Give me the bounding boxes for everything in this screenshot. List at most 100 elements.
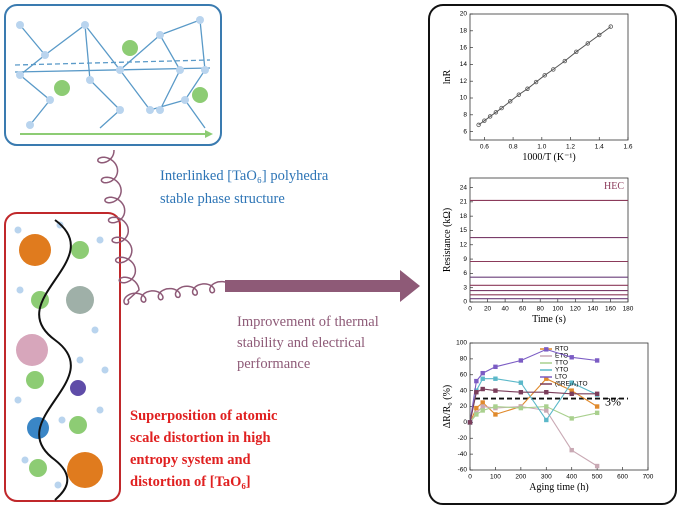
x-tick-label: 1.2: [566, 144, 575, 151]
legend-label: YTO: [555, 367, 568, 374]
y-tick-label: 20: [460, 403, 468, 410]
coil-connector: [97, 149, 232, 306]
point: [474, 405, 479, 411]
point: [467, 420, 473, 425]
y-tick-label: 40: [460, 387, 468, 394]
point: [544, 376, 549, 381]
point: [569, 391, 574, 396]
y-tick-label: 0: [463, 419, 467, 426]
x-tick-label: 0.6: [480, 144, 489, 151]
x-tick-label: 60: [519, 306, 527, 313]
y-tick-label: 12: [460, 241, 468, 248]
caption-line: Interlinked [TaO₆] polyhedra: [160, 168, 329, 184]
point: [569, 447, 574, 453]
point: [493, 388, 498, 393]
arrow: [225, 270, 420, 302]
x-tick-label: 1.0: [537, 144, 546, 151]
caption-line: scale distortion in high: [130, 430, 271, 446]
x-tick-label: 1.6: [623, 144, 632, 151]
x-tick-label: 1.4: [595, 144, 604, 151]
x-tick-label: 200: [515, 474, 526, 481]
point: [544, 390, 549, 395]
point: [518, 405, 524, 411]
point: [608, 24, 613, 29]
point: [516, 92, 522, 97]
x-tick-label: 100: [490, 474, 501, 481]
y-axis-label: Resistance (kΩ): [442, 208, 453, 272]
x-tick-label: 600: [617, 474, 628, 481]
y-tick-label: 12: [460, 78, 468, 85]
y-tick-label: 3: [463, 284, 467, 291]
y-tick-label: 6: [463, 270, 467, 277]
caption-line: stable phase structure: [160, 191, 285, 207]
y-tick-label: 14: [460, 61, 468, 68]
y-tick-label: 18: [460, 213, 468, 220]
annotation: 3%: [605, 395, 621, 409]
caption-line: Improvement of thermal: [237, 314, 379, 330]
legend-label: (5RE₁/₅)TO: [555, 381, 588, 388]
charts: 0.6 0.8 1.0 1.2 1.4 1.6 6 8 10 12 14 16 18 20 1000/T (…: [442, 11, 654, 493]
point: [508, 99, 513, 104]
x-tick-label: 500: [592, 474, 603, 481]
point: [544, 347, 549, 352]
point: [594, 391, 600, 396]
point: [594, 463, 600, 469]
legend-label: ETO: [555, 353, 568, 360]
point: [544, 417, 549, 423]
point: [585, 41, 590, 46]
y-tick-label: 24: [460, 184, 468, 191]
point: [487, 114, 493, 119]
point: [518, 358, 524, 363]
x-tick-label: 100: [552, 306, 563, 313]
y-tick-label: -40: [458, 451, 468, 458]
point: [533, 79, 539, 85]
legend-label: LTO: [555, 374, 567, 381]
point: [569, 416, 574, 421]
point: [569, 355, 574, 360]
point: [474, 390, 479, 395]
point: [542, 73, 547, 78]
point: [480, 376, 485, 381]
x-axis-label: Aging time (h): [529, 482, 588, 493]
x-tick-label: 120: [570, 306, 581, 313]
point: [499, 105, 504, 111]
chart: 0.6 0.8 1.0 1.2 1.4 1.6 6 8 10 12 14 16 18 20 1000/T (…: [442, 11, 633, 163]
y-tick-label: 80: [460, 356, 468, 363]
y-axis-label: lnR: [442, 69, 453, 84]
caption-line: performance: [237, 356, 310, 372]
x-tick-label: 160: [605, 306, 616, 313]
middle-caption: Improvement of thermal stability and ele…: [237, 314, 379, 372]
point: [480, 386, 485, 392]
point: [518, 390, 524, 395]
point: [574, 49, 579, 54]
y-tick-label: 100: [456, 340, 467, 347]
point: [544, 408, 549, 413]
caption-line: stability and electrical: [237, 335, 365, 351]
point: [476, 122, 481, 128]
point: [569, 388, 574, 393]
y-tick-label: -60: [458, 467, 468, 474]
y-tick-label: 21: [460, 199, 468, 206]
x-tick-label: 700: [643, 474, 654, 481]
point: [480, 400, 485, 405]
point: [525, 86, 530, 91]
distortion-box: [4, 212, 121, 502]
point: [493, 110, 499, 115]
point: [551, 67, 556, 72]
point: [480, 404, 485, 409]
charts-panel: [428, 4, 677, 505]
x-tick-label: 180: [623, 306, 634, 313]
point: [518, 380, 524, 385]
x-tick-label: 300: [541, 474, 552, 481]
legend-label: TTO: [555, 360, 568, 367]
y-tick-label: 20: [460, 11, 468, 18]
x-tick-label: 0: [468, 474, 472, 481]
point: [493, 364, 498, 370]
y-tick-label: 10: [460, 95, 468, 102]
point: [569, 380, 574, 385]
chart: 0 100 200 300 400 500 600 700 -60 -40 -20 0 20 40 60 80…: [442, 340, 654, 493]
point: [480, 370, 485, 376]
top-caption: Interlinked [TaO₆] polyhedra stable phas…: [160, 168, 329, 207]
x-tick-label: 80: [537, 306, 545, 313]
